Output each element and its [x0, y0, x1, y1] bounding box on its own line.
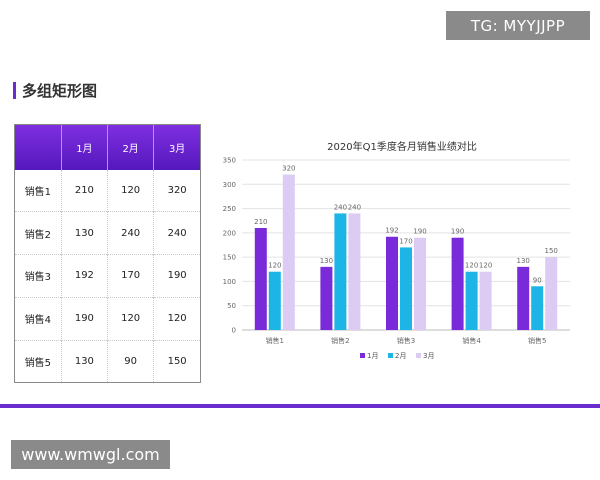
data-label: 190 — [451, 228, 464, 236]
row-label: 销售3 — [15, 254, 62, 298]
data-label: 150 — [545, 247, 558, 255]
y-tick-label: 200 — [223, 229, 236, 237]
table-header-cell: 3月 — [153, 125, 200, 170]
table-header-cell — [15, 125, 62, 170]
table-cell: 190 — [153, 254, 200, 298]
x-tick-label: 销售1 — [266, 336, 284, 345]
table-cell: 120 — [106, 170, 154, 212]
x-tick-label: 销售4 — [462, 336, 481, 345]
table-cell: 192 — [60, 254, 108, 298]
data-label: 170 — [399, 237, 412, 245]
y-tick-label: 150 — [223, 254, 236, 262]
table-cell: 120 — [153, 296, 200, 341]
table-cell: 150 — [153, 339, 200, 382]
bar — [282, 174, 295, 330]
y-tick-label: 100 — [223, 278, 236, 286]
tg-badge: TG: MYYJJPP — [446, 11, 590, 40]
data-label: 130 — [320, 257, 333, 265]
bottom-divider — [0, 404, 600, 408]
sales-table: 1月 2月 3月 销售1 210 120 320 销售2 130 240 240… — [14, 124, 201, 383]
table-cell: 170 — [106, 254, 154, 298]
legend-label: 3月 — [423, 352, 434, 360]
row-label: 销售2 — [15, 211, 62, 255]
table-header-cell: 1月 — [60, 125, 108, 170]
table-header-cell: 2月 — [106, 125, 154, 170]
y-tick-label: 350 — [223, 157, 236, 165]
bar — [400, 247, 412, 330]
row-label: 销售4 — [15, 296, 62, 341]
table-row: 销售2 130 240 240 — [15, 211, 200, 255]
chart-title: 2020年Q1季度各月销售业绩对比 — [327, 140, 477, 153]
y-tick-label: 50 — [227, 302, 236, 310]
data-label: 210 — [254, 218, 267, 226]
table-header-row: 1月 2月 3月 — [15, 125, 200, 170]
bar — [451, 237, 464, 330]
bar — [386, 236, 398, 330]
section-header: 多组矩形图 — [13, 80, 97, 100]
data-label: 190 — [413, 228, 426, 236]
page-title: 多组矩形图 — [22, 81, 98, 100]
x-tick-label: 销售2 — [331, 336, 349, 345]
y-tick-label: 250 — [223, 205, 236, 213]
data-label: 90 — [533, 276, 542, 284]
table-cell: 190 — [60, 296, 108, 341]
table-row: 销售4 190 120 120 — [15, 296, 200, 341]
data-label: 240 — [334, 203, 347, 211]
bar — [268, 271, 281, 330]
bar — [254, 228, 267, 330]
table-cell: 130 — [60, 339, 108, 382]
table-cell: 90 — [106, 339, 154, 382]
bar — [545, 257, 558, 330]
table-cell: 320 — [153, 170, 200, 212]
data-label: 240 — [348, 203, 361, 211]
bar — [320, 266, 333, 330]
table-cell: 120 — [106, 296, 154, 341]
legend-swatch — [388, 353, 393, 358]
data-label: 192 — [385, 227, 398, 235]
row-label: 销售1 — [24, 187, 52, 199]
y-tick-label: 300 — [223, 181, 236, 189]
data-label: 320 — [282, 165, 295, 173]
data-label: 120 — [465, 262, 478, 270]
table-cell: 240 — [153, 211, 200, 255]
legend-label: 1月 — [367, 352, 378, 360]
bar — [531, 286, 544, 330]
table-row: 销售3 192 170 190 — [15, 254, 200, 298]
sales-bar-chart: 2020年Q1季度各月销售业绩对比 050100150200250300350 … — [223, 140, 570, 360]
table-cell: 210 — [60, 170, 108, 212]
bar — [348, 213, 361, 330]
data-label: 120 — [479, 262, 492, 270]
table-cell: 130 — [60, 211, 108, 255]
legend-swatch — [416, 353, 421, 358]
y-tick-label: 0 — [232, 327, 236, 335]
data-label: 120 — [268, 262, 281, 270]
legend-swatch — [360, 353, 365, 358]
data-label: 130 — [517, 257, 530, 265]
bar — [414, 237, 426, 330]
bar — [334, 213, 347, 330]
bar — [479, 271, 492, 330]
bar — [517, 266, 530, 330]
title-accent-bar — [13, 81, 16, 99]
site-watermark: www.wmwgl.com — [11, 440, 170, 469]
table-row: 销售5 130 90 150 — [15, 339, 200, 382]
row-label: 销售5 — [15, 339, 62, 382]
table-cell: 240 — [106, 211, 154, 255]
bar — [465, 271, 478, 330]
table-row: 销售1 210 120 320 — [15, 170, 200, 212]
legend-label: 2月 — [395, 352, 406, 360]
x-tick-label: 销售5 — [528, 336, 546, 345]
x-tick-label: 销售3 — [397, 336, 415, 345]
